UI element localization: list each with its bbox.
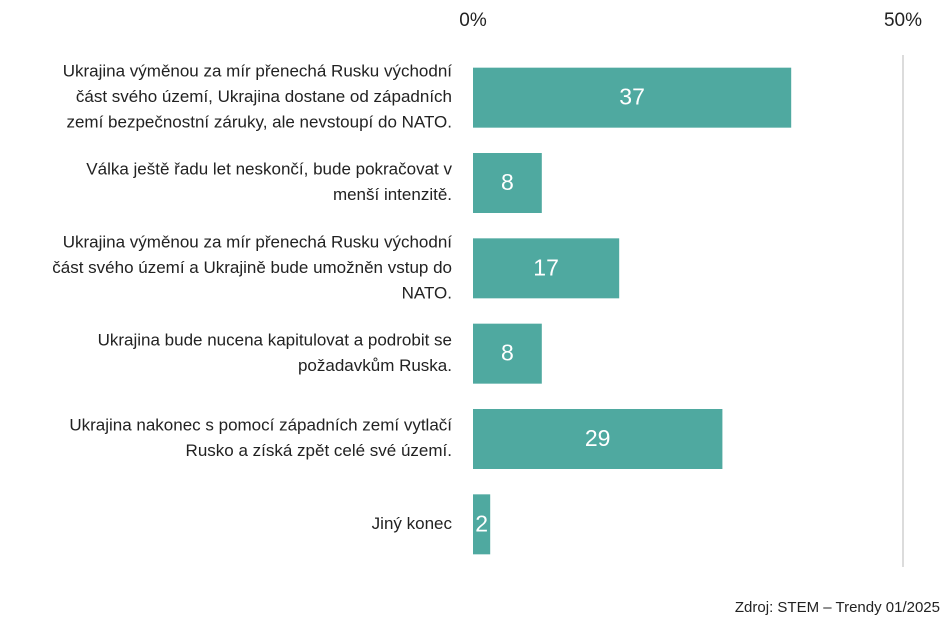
bar [473,409,723,469]
category-label: NATO. [402,283,452,302]
source-note: Zdroj: STEM – Trendy 01/2025 [735,599,940,616]
value-label: 17 [533,254,559,280]
value-label: 8 [501,340,514,366]
category-label: Ukrajina výměnou za mír přenechá Rusku v… [63,232,453,251]
bar [473,494,491,555]
bar [473,67,792,128]
category-label: zemí bezpečnostní záruky, ale nevstoupí … [66,113,452,132]
category-label: menší intenzitě. [333,185,452,204]
category-label: Ukrajina výměnou za mír přenechá Rusku v… [63,62,453,81]
x-tick-label: 50% [884,10,922,31]
bar [473,238,620,299]
value-label: 8 [501,169,514,195]
category-label: Ukrajina bude nucena kapitulovat a podro… [98,330,452,349]
bar [473,153,542,213]
category-label: Válka ještě řadu let neskončí, bude pokr… [86,160,452,179]
value-label: 37 [619,84,645,110]
category-label: Ukrajina nakonec s pomocí západních zemí… [69,416,452,435]
category-label: Jiný konec [372,514,453,533]
bar [473,323,542,384]
value-label: 29 [585,425,611,451]
category-label: část svého území a Ukrajině bude umožněn… [52,258,452,277]
category-label: Rusko a získá zpět celé své území. [186,441,452,460]
category-label: požadavkům Ruska. [298,356,452,375]
x-tick-label: 0% [459,10,487,31]
category-label: část svého území, Ukrajina dostane od zá… [76,87,452,106]
value-label: 2 [475,510,488,536]
